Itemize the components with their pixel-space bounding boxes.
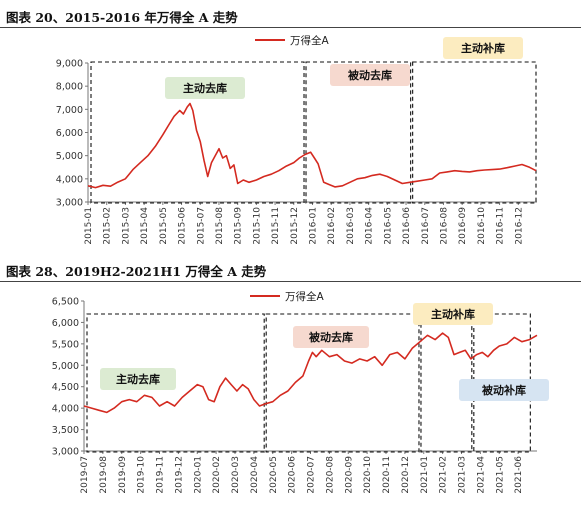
- y-tick-label: 4,500: [52, 382, 79, 393]
- y-tick-label: 4,000: [52, 404, 79, 415]
- y-tick-label: 4,000: [56, 174, 83, 185]
- x-tick-label: 2020-12: [401, 456, 411, 494]
- x-tick-label: 2020-03: [231, 456, 241, 494]
- y-tick-label: 6,000: [52, 318, 79, 329]
- series-line-wind-a: [83, 332, 538, 414]
- phase-label: 主动去库: [183, 81, 227, 95]
- x-tick-label: 2021-05: [495, 456, 505, 494]
- phase-label-box: [165, 77, 245, 99]
- x-tick-label: 2020-01: [193, 456, 203, 494]
- y-tick-label: 9,000: [56, 59, 83, 70]
- x-tick-label: 2020-11: [382, 456, 392, 494]
- x-tick-label: 2019-12: [174, 456, 184, 494]
- chart-2019h2-2021h1: 3,000 3,500 4,000 4,500 5,000 5,500 6,000 6,500…: [52, 290, 549, 494]
- x-tick-label: 2020-07: [307, 456, 317, 494]
- phase-frame: [265, 313, 420, 453]
- y-tick-label: 6,000: [56, 128, 83, 139]
- x-tick-label: 2015-04: [140, 207, 150, 245]
- phase-label: 被动补库: [482, 383, 526, 397]
- y-tick-label: 6,500: [52, 297, 79, 308]
- phase-label-box: [293, 326, 369, 348]
- x-tick-label: 2015-10: [252, 207, 262, 245]
- phase-frame: [305, 61, 412, 204]
- phase-label-box: [459, 379, 549, 401]
- x-tick-label: 2019-08: [99, 456, 109, 494]
- figure-2-top-rule: [0, 281, 581, 282]
- phase-frame: [90, 61, 305, 204]
- x-tick-label: 2019-09: [118, 456, 128, 494]
- x-tick-label: 2020-02: [212, 456, 222, 494]
- x-tick-label: 2020-04: [250, 456, 260, 494]
- phase-label-box: [443, 37, 523, 59]
- x-tick-label: 2015-05: [159, 207, 169, 245]
- x-tick-label: 2015-07: [196, 207, 206, 245]
- x-tick-label: 2020-09: [344, 456, 354, 494]
- x-tick-label: 2015-06: [178, 207, 188, 245]
- x-tick-label: 2021-02: [439, 456, 449, 494]
- x-tick-label: 2021-06: [514, 456, 524, 494]
- phase-label-box: [100, 368, 176, 390]
- x-tick-label: 2016-10: [477, 207, 487, 245]
- x-tick-label: 2019-11: [156, 456, 166, 494]
- x-tick-label: 2015-02: [103, 207, 113, 245]
- y-tick-label: 5,000: [56, 151, 83, 162]
- phase-frame: [86, 313, 265, 453]
- x-tick-label: 2015-11: [271, 207, 281, 245]
- x-tick-label: 2016-07: [421, 207, 431, 245]
- x-tick-label: 2016-06: [402, 207, 412, 245]
- y-tick-label: 5,000: [52, 361, 79, 372]
- x-tick-label: 2021-01: [420, 456, 430, 494]
- x-tick-label: 2020-06: [288, 456, 298, 494]
- y-tick-label: 3,500: [52, 425, 79, 436]
- x-tick-label: 2016-01: [309, 207, 319, 245]
- y-tick-label: 5,500: [52, 339, 79, 350]
- phase-label: 主动补库: [461, 41, 505, 55]
- x-tick-label: 2015-03: [121, 207, 131, 245]
- x-tick-label: 2016-05: [383, 207, 393, 245]
- figure-1-title: 图表 20、2015-2016 年万得全 A 走势: [6, 10, 238, 25]
- x-tick-label: 2020-05: [269, 456, 279, 494]
- x-tick-label: 2019-07: [80, 456, 90, 494]
- x-tick-label: 2016-03: [346, 207, 356, 245]
- x-tick-label: 2015-01: [84, 207, 94, 245]
- y-tick-label: 3,000: [56, 198, 83, 209]
- phase-label-box: [330, 64, 410, 86]
- x-tick-label: 2016-04: [365, 207, 375, 245]
- x-tick-label: 2016-11: [496, 207, 506, 245]
- x-tick-label: 2016-09: [458, 207, 468, 245]
- phase-frame: [412, 61, 537, 204]
- x-tick-label: 2020-08: [325, 456, 335, 494]
- y-tick-label: 7,000: [56, 105, 83, 116]
- x-tick-label: 2015-08: [215, 207, 225, 245]
- phase-label: 主动去库: [116, 372, 160, 386]
- y-tick-label: 8,000: [56, 82, 83, 93]
- figure-2-title: 图表 28、2019H2-2021H1 万得全 A 走势: [6, 264, 267, 279]
- figure-1-top-rule: [0, 27, 581, 28]
- legend-label: 万得全A: [290, 34, 329, 47]
- chart-2015-2016: 3,000 4,000 5,000 6,000 7,000 8,000 9,000 2015-…: [56, 34, 537, 245]
- phase-label: 主动补库: [431, 307, 475, 321]
- x-tick-label: 2016-02: [327, 207, 337, 245]
- x-tick-label: 2020-10: [363, 456, 373, 494]
- phase-label: 被动去库: [309, 330, 353, 344]
- phase-frame: [473, 313, 531, 453]
- x-tick-label: 2016-08: [439, 207, 449, 245]
- x-tick-label: 2015-09: [234, 207, 244, 245]
- x-tick-label: 2015-12: [290, 207, 300, 245]
- x-tick-label: 2021-04: [476, 456, 486, 494]
- phase-label-box: [413, 303, 493, 325]
- x-tick-label: 2016-12: [514, 207, 524, 245]
- phase-label: 被动去库: [348, 68, 392, 82]
- x-tick-label: 2019-10: [137, 456, 147, 494]
- series-line-wind-a: [87, 102, 537, 189]
- legend-label: 万得全A: [285, 290, 324, 303]
- x-tick-label: 2021-03: [458, 456, 468, 494]
- y-tick-label: 3,000: [52, 447, 79, 458]
